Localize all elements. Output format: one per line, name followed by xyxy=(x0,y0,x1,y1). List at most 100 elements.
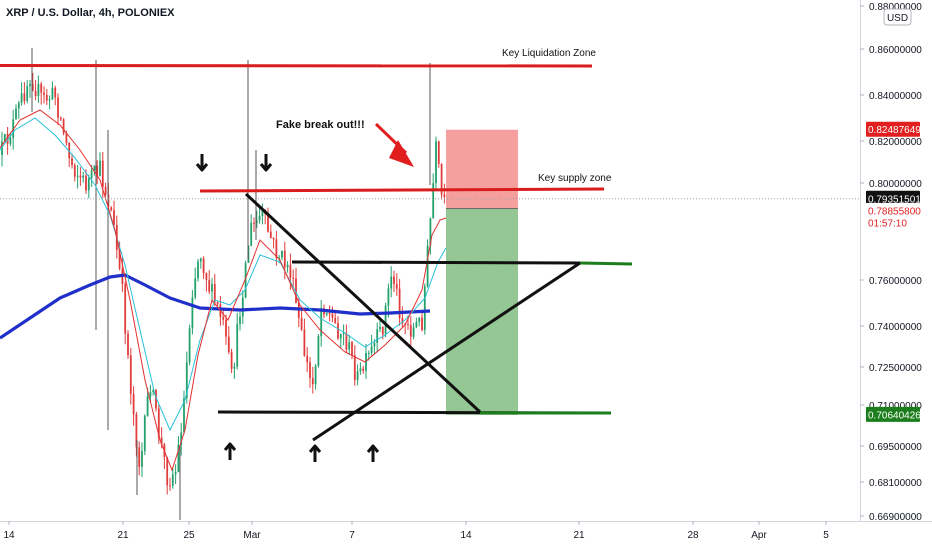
key-liquidation-line xyxy=(0,64,593,68)
position-target-zone xyxy=(446,129,518,209)
candle-body-136 xyxy=(381,326,384,335)
ma-fast-line xyxy=(0,117,447,432)
price-label-3: 01:57:10 xyxy=(866,215,920,231)
candle-body-8 xyxy=(23,93,26,101)
candle-body-99 xyxy=(278,257,281,259)
arrow-up-1 xyxy=(223,442,237,460)
candle-body-139 xyxy=(390,276,393,289)
candle-body-90 xyxy=(253,222,255,224)
candle-body-145 xyxy=(407,323,409,326)
candle-body-81 xyxy=(227,336,230,352)
candle-body-15 xyxy=(43,92,45,95)
candle-body-5 xyxy=(15,108,17,120)
y-tick-label-8: 0.71000000 xyxy=(869,401,922,412)
candle-body-27 xyxy=(76,175,79,177)
candle-body-66 xyxy=(185,362,188,399)
candle-body-84 xyxy=(236,324,239,367)
y-tick-label-7: 0.72500000 xyxy=(869,363,922,374)
x-tick-label-1: 21 xyxy=(117,530,129,541)
candle-body-142 xyxy=(398,288,401,319)
candle-body-140 xyxy=(393,276,395,285)
candle-body-34 xyxy=(96,165,99,176)
y-tick-label-4: 0.80000000 xyxy=(869,179,922,190)
range-top-line xyxy=(291,260,581,265)
candle-body-73 xyxy=(205,273,208,280)
candle-body-157 xyxy=(440,163,443,195)
candle-body-103 xyxy=(289,264,292,279)
candle-body-12 xyxy=(34,90,37,96)
candle-body-102 xyxy=(286,264,289,268)
candle-body-95 xyxy=(267,214,269,232)
candle-body-79 xyxy=(222,316,225,320)
candle-body-33 xyxy=(93,165,96,171)
symbol-title: XRP / U.S. Dollar, 4h, POLONIEX xyxy=(6,7,175,19)
candle-body-124 xyxy=(348,342,351,350)
y-tick-label-5: 0.76000000 xyxy=(869,276,922,287)
candle-body-155 xyxy=(435,141,437,184)
currency-badge[interactable]: USD xyxy=(883,8,912,26)
candle-body-64 xyxy=(180,432,183,445)
candle-body-109 xyxy=(306,355,309,363)
candle-body-46 xyxy=(129,355,132,394)
x-tick-label-2: 25 xyxy=(183,530,195,541)
candle-body-51 xyxy=(143,415,146,452)
candle-body-126 xyxy=(353,355,356,381)
candle-body-131 xyxy=(367,352,370,354)
candle-body-104 xyxy=(292,278,295,280)
candle-body-21 xyxy=(59,117,62,120)
candle-body-137 xyxy=(384,305,387,335)
candle-body-2 xyxy=(6,133,9,144)
candle-body-69 xyxy=(194,278,197,298)
candle-body-23 xyxy=(65,133,68,143)
y-tick-label-6: 0.74000000 xyxy=(869,322,922,333)
candle-body-86 xyxy=(241,297,244,317)
candle-body-83 xyxy=(233,366,236,369)
svg-text:0.78855800: 0.78855800 xyxy=(868,206,921,217)
candle-body-67 xyxy=(188,328,191,363)
candle-body-63 xyxy=(177,444,180,472)
candle-body-56 xyxy=(157,408,160,438)
candle-body-17 xyxy=(48,99,51,101)
candle-body-146 xyxy=(409,325,412,337)
candle-body-54 xyxy=(152,390,155,392)
candle-body-138 xyxy=(387,288,390,306)
candle-body-42 xyxy=(118,249,121,269)
candle-body-110 xyxy=(309,362,311,379)
candle-body-28 xyxy=(79,175,82,178)
candle-body-150 xyxy=(421,317,423,331)
y-tick-label-2: 0.84000000 xyxy=(869,91,922,102)
ascending-trendline xyxy=(312,261,581,442)
drawings-layer: Key Liquidation Zone Key supply zone Fake … xyxy=(0,48,860,462)
candle-body-22 xyxy=(62,119,65,134)
candle-body-37 xyxy=(104,186,107,195)
candle-body-89 xyxy=(250,222,253,246)
candle-body-158 xyxy=(443,194,446,197)
candle-body-7 xyxy=(20,93,23,103)
candle-body-152 xyxy=(426,245,429,287)
candle-body-52 xyxy=(146,396,149,416)
y-tick-label-9: 0.69500000 xyxy=(869,442,922,453)
candle-body-117 xyxy=(328,313,331,315)
candle-body-130 xyxy=(365,353,367,371)
svg-text:0.82487649: 0.82487649 xyxy=(868,125,921,136)
candle-body-31 xyxy=(87,178,90,191)
candle-body-132 xyxy=(370,346,373,353)
candle-body-154 xyxy=(432,183,435,219)
candle-body-3 xyxy=(9,137,12,144)
candle-body-39 xyxy=(110,207,113,211)
candle-body-35 xyxy=(99,160,101,176)
x-tick-label-6: 21 xyxy=(573,530,585,541)
currency-badge-label: USD xyxy=(887,13,908,24)
candle-body-9 xyxy=(26,86,29,101)
candle-body-29 xyxy=(82,175,85,178)
candle-body-36 xyxy=(101,160,104,187)
candle-body-118 xyxy=(331,313,334,318)
candle-body-62 xyxy=(174,471,177,475)
breakout-level xyxy=(579,261,633,266)
candle-body-119 xyxy=(334,317,337,323)
candle-body-122 xyxy=(342,333,345,335)
key-liquidation-label: Key Liquidation Zone xyxy=(502,48,596,59)
candle-body-75 xyxy=(211,284,213,292)
